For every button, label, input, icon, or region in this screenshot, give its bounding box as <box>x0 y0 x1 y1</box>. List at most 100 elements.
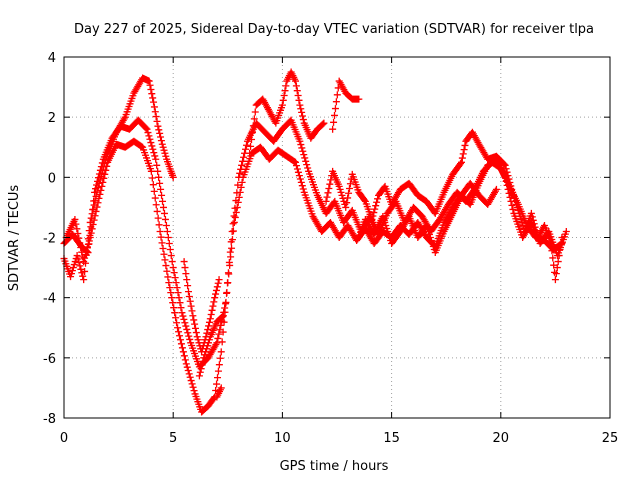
data-point <box>151 152 159 160</box>
data-point <box>302 157 310 165</box>
data-point <box>81 254 89 262</box>
data-point <box>154 214 162 222</box>
data-point <box>214 367 222 375</box>
data-point <box>90 216 98 224</box>
data-point <box>189 383 197 391</box>
data-point <box>183 363 191 371</box>
data-point <box>371 205 379 213</box>
data-point <box>180 315 188 323</box>
data-point <box>184 282 192 290</box>
data-point <box>247 142 255 150</box>
data-point <box>213 283 221 291</box>
data-point <box>511 194 519 202</box>
data-point <box>153 117 161 125</box>
data-point <box>212 340 220 348</box>
data-point <box>195 372 203 380</box>
data-point <box>528 213 536 221</box>
data-point <box>509 205 517 213</box>
data-point <box>149 181 157 189</box>
data-point <box>152 201 160 209</box>
data-point <box>325 185 333 193</box>
data-point <box>164 234 172 241</box>
data-point <box>329 125 337 133</box>
data-point <box>162 221 170 229</box>
data-series <box>60 68 570 416</box>
data-point <box>202 348 210 356</box>
data-point <box>300 151 308 159</box>
data-point <box>219 312 227 320</box>
data-point <box>212 286 220 294</box>
data-point <box>81 267 89 275</box>
data-point <box>332 98 340 106</box>
data-point <box>213 380 221 388</box>
data-point <box>93 181 101 189</box>
data-point <box>548 247 556 255</box>
data-point <box>98 159 106 167</box>
data-point <box>297 141 305 149</box>
data-point <box>426 234 434 241</box>
data-point <box>556 246 564 254</box>
data-point <box>145 132 153 140</box>
data-point <box>177 304 185 312</box>
data-point <box>184 367 192 375</box>
y-tick-label: -6 <box>43 352 56 367</box>
data-point <box>554 258 562 266</box>
data-point <box>293 165 301 173</box>
data-point <box>206 315 214 323</box>
data-point <box>511 197 519 205</box>
data-point <box>156 179 164 187</box>
data-point <box>226 261 234 269</box>
data-point <box>355 95 363 103</box>
data-point <box>239 157 247 165</box>
data-point <box>298 182 306 190</box>
data-point <box>370 209 378 217</box>
data-point <box>75 234 83 242</box>
data-point <box>230 218 238 226</box>
data-point <box>299 147 307 155</box>
data-point <box>220 318 228 326</box>
data-point <box>207 311 215 319</box>
data-point <box>424 227 432 235</box>
data-point <box>87 229 95 237</box>
data-point <box>553 264 561 272</box>
data-point <box>171 274 179 282</box>
data-point <box>69 264 77 272</box>
data-point <box>161 256 169 264</box>
data-point <box>186 373 194 381</box>
data-point <box>68 267 76 275</box>
data-point <box>168 258 176 266</box>
data-series-track-9 <box>322 128 566 284</box>
data-point <box>76 262 84 270</box>
data-point <box>170 269 178 277</box>
data-point <box>74 229 82 237</box>
data-point <box>360 196 368 204</box>
data-point <box>293 87 301 95</box>
data-point <box>92 207 100 215</box>
data-point <box>249 122 257 130</box>
data-point <box>190 387 198 395</box>
data-point <box>297 178 305 186</box>
data-point <box>86 234 94 241</box>
data-point <box>459 150 467 158</box>
data-point <box>373 198 381 206</box>
data-point <box>326 180 334 188</box>
data-point <box>222 298 230 306</box>
data-point <box>501 161 509 169</box>
data-point <box>150 187 158 195</box>
data-point <box>92 185 100 193</box>
data-point <box>343 199 351 207</box>
data-point <box>550 261 558 269</box>
data-point <box>170 304 178 312</box>
data-point <box>152 113 160 121</box>
data-series-track-8 <box>329 77 363 133</box>
data-point <box>500 160 508 168</box>
data-point <box>80 258 88 266</box>
data-point <box>369 212 377 220</box>
data-point <box>219 328 227 336</box>
data-point <box>185 332 193 340</box>
data-point <box>551 276 559 284</box>
data-point <box>515 209 523 217</box>
data-point <box>429 243 437 251</box>
data-series-track-10 <box>355 179 500 257</box>
data-point <box>204 339 212 347</box>
